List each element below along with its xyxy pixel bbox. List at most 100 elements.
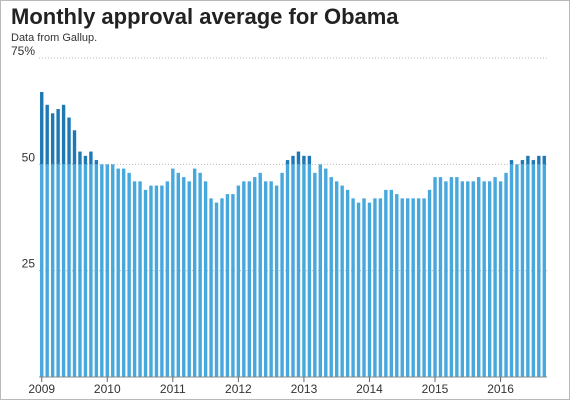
bar-2014-11	[422, 198, 426, 377]
bar-2011-02	[176, 172, 180, 377]
bar-2015-09	[477, 177, 481, 377]
bar-above-50-2016-09	[542, 155, 546, 165]
bar-2013-04	[318, 164, 323, 377]
bar-2016-04	[515, 164, 519, 377]
bar-2014-03	[378, 198, 383, 377]
bar-above-50-2016-05	[520, 160, 525, 165]
bar-2015-06	[460, 181, 465, 377]
bar-2015-08	[471, 181, 475, 377]
bar-2012-02	[242, 181, 246, 377]
bar-2013-02	[307, 164, 312, 377]
bar-2011-12	[231, 194, 235, 377]
bar-2010-01	[105, 164, 109, 377]
bar-2010-03	[116, 168, 120, 377]
bar-above-50-2012-12	[296, 151, 301, 165]
bar-2011-03	[182, 177, 186, 377]
y-tick-label-50: 50	[22, 150, 36, 164]
bar-2014-08	[406, 198, 410, 377]
bar-2012-09	[280, 172, 284, 377]
bar-2015-07	[466, 181, 470, 377]
bar-2010-05	[127, 172, 131, 377]
bar-above-50-2009-10	[89, 151, 93, 165]
bar-2012-05	[258, 172, 262, 377]
bar-2016-07	[531, 164, 536, 377]
bar-2012-08	[274, 185, 279, 377]
bar-above-50-2016-06	[526, 155, 530, 165]
bar-2013-06	[329, 177, 333, 377]
bar-2015-04	[449, 177, 454, 377]
bar-2012-07	[269, 181, 273, 377]
bar-2010-12	[165, 181, 170, 377]
bar-above-50-2009-05	[61, 104, 66, 165]
bar-2009-05	[61, 164, 66, 377]
bar-2012-12	[296, 164, 301, 377]
bar-2009-02	[45, 164, 49, 377]
bar-2015-10	[482, 181, 486, 377]
bar-above-50-2009-03	[50, 113, 55, 165]
bar-2010-09	[149, 185, 153, 377]
bar-2016-09	[542, 164, 546, 377]
bar-above-50-2016-07	[531, 160, 536, 165]
x-tick-label-2010: 2010	[94, 382, 121, 396]
bar-above-50-2009-02	[45, 104, 49, 165]
bar-above-50-2009-04	[56, 109, 60, 165]
x-tick-label-2011: 2011	[160, 382, 186, 396]
chart-subtitle: Data from Gallup.	[11, 32, 98, 44]
bar-2013-10	[351, 198, 355, 377]
bar-2013-03	[313, 172, 317, 377]
bar-2013-05	[324, 168, 328, 377]
bar-2013-12	[362, 198, 366, 377]
bar-2010-08	[143, 189, 148, 377]
bar-2010-07	[138, 181, 142, 377]
bar-2009-09	[83, 164, 88, 377]
bar-2012-04	[253, 177, 257, 377]
bar-2010-10	[154, 185, 159, 377]
bar-2012-01	[236, 185, 241, 377]
bar-2011-09	[214, 202, 219, 377]
bar-2014-02	[373, 198, 377, 377]
bar-2011-07	[203, 181, 208, 377]
bar-2014-05	[389, 189, 394, 377]
bar-2014-10	[416, 198, 421, 377]
bar-2009-12	[100, 164, 104, 377]
bar-2009-07	[72, 164, 77, 377]
bar-2009-06	[67, 164, 71, 377]
bar-2011-11	[225, 194, 230, 377]
bar-2013-08	[340, 185, 344, 377]
bar-2011-06	[198, 172, 202, 377]
bar-2015-12	[493, 177, 497, 377]
bar-2012-03	[247, 181, 251, 377]
bar-above-50-2009-08	[78, 151, 82, 165]
y-tick-label-75: 75%	[11, 44, 35, 58]
bar-2013-07	[335, 181, 339, 377]
x-tick-label-2014: 2014	[356, 382, 383, 396]
bar-above-50-2009-11	[94, 160, 99, 165]
bar-2013-11	[356, 202, 361, 377]
bar-2009-08	[78, 164, 82, 377]
bar-2009-03	[50, 164, 55, 377]
bar-2010-04	[121, 168, 126, 377]
bar-2016-02	[504, 172, 508, 377]
bar-above-50-2013-01	[302, 155, 306, 165]
bar-2011-04	[187, 181, 191, 377]
bar-2012-06	[263, 181, 268, 377]
chart-title: Monthly approval average for Obama	[11, 4, 399, 29]
bar-2014-04	[384, 189, 388, 377]
bar-2011-05	[192, 168, 197, 377]
bar-2014-12	[427, 189, 432, 377]
x-tick-label-2016: 2016	[487, 382, 514, 396]
bar-2009-11	[94, 164, 99, 377]
bar-2014-01	[367, 202, 372, 377]
bar-2010-11	[160, 185, 164, 377]
bar-2015-03	[444, 181, 448, 377]
x-tick-label-2012: 2012	[225, 382, 252, 396]
bar-2009-04	[56, 164, 60, 377]
bar-above-50-2012-10	[285, 160, 290, 165]
bar-2016-08	[537, 164, 541, 377]
x-tick-label-2015: 2015	[422, 382, 449, 396]
bar-2009-01	[40, 164, 44, 377]
bar-2010-06	[132, 181, 137, 377]
bar-2011-01	[171, 168, 175, 377]
